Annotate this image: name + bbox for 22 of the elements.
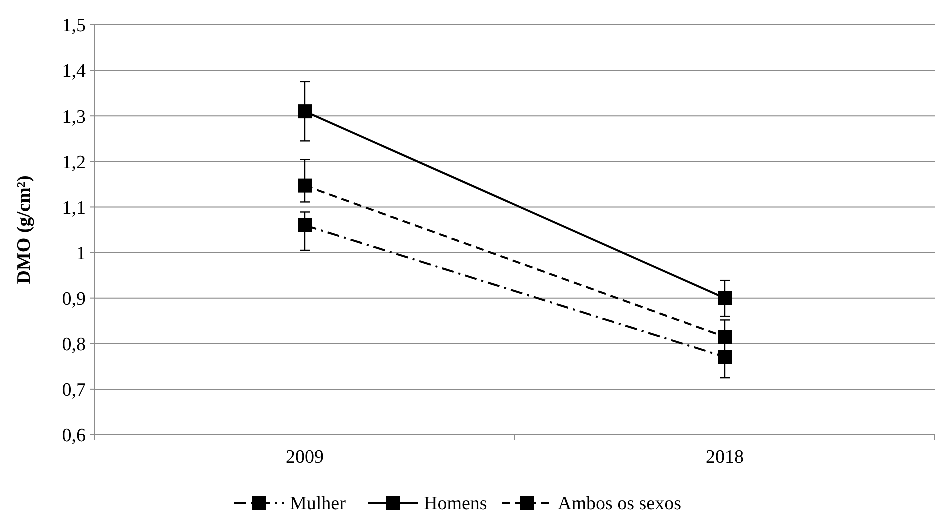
y-tick-label: 0,8: [62, 334, 86, 356]
point: [298, 218, 312, 232]
y-tick-label: 1,3: [62, 106, 86, 128]
y-tick-label: 0,6: [62, 426, 86, 447]
y-tick-label: 1,5: [62, 16, 86, 37]
y-tick-label: 0,9: [62, 288, 86, 310]
x-tick-label: 2018: [706, 447, 744, 468]
y-tick-label: 1,1: [62, 198, 86, 219]
y-tick-label: 1,2: [62, 152, 86, 174]
point: [298, 178, 312, 193]
point: [298, 104, 312, 119]
y-tick-label: 1,4: [62, 61, 86, 82]
y-tick-label: 0,7: [62, 380, 86, 402]
legend-label: Ambos os sexos: [558, 494, 682, 515]
y-tick-label: 1: [76, 243, 86, 264]
legend-label: Homens: [424, 494, 488, 515]
point: [718, 330, 732, 344]
x-tick-label: 2009: [286, 447, 324, 468]
legend-label: Mulher: [290, 494, 347, 515]
point: [718, 350, 732, 364]
y-axis-title: DMO (g/cm²): [14, 176, 35, 284]
point: [718, 291, 732, 306]
